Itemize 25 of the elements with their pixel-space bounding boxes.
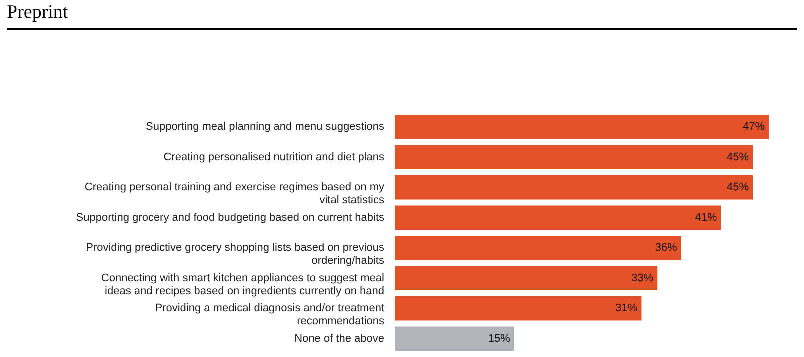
bar (395, 176, 754, 200)
data-label: 33% (632, 272, 654, 284)
bar (395, 236, 682, 260)
y-tick-label: None of the above (294, 332, 384, 345)
bar (395, 326, 514, 351)
y-tick-label: Creating personalised nutrition and diet plans (164, 151, 385, 164)
y-tick-label: Connecting with smart kitchen appliances to suggest meal ideas and recipes based on ingredients currently on hand (101, 272, 384, 298)
y-tick-label: Supporting meal planning and menu suggestions (146, 121, 385, 134)
bar (395, 145, 754, 170)
data-label: 36% (655, 242, 678, 254)
data-label: 45% (727, 151, 750, 164)
y-tick-label: Supporting grocery and food budgeting based on current habits (76, 212, 385, 224)
bar (395, 115, 769, 140)
y-tick-label: Providing a medical diagnosis and/or treatment recommendations (155, 302, 385, 328)
data-label: 47% (742, 121, 766, 134)
data-label: 15% (488, 332, 511, 345)
y-tick-label: Creating personal training and exercise regimes based on my vital statistics (84, 182, 385, 207)
bar (395, 296, 642, 321)
data-label: 41% (695, 212, 718, 224)
y-tick-label: Providing predictive grocery shopping lists based on previous ordering/habits (86, 242, 385, 268)
data-label: 45% (727, 182, 750, 194)
bar (395, 266, 658, 290)
data-label: 31% (616, 302, 638, 315)
text: Preprint (7, 2, 797, 30)
bar (395, 206, 722, 230)
